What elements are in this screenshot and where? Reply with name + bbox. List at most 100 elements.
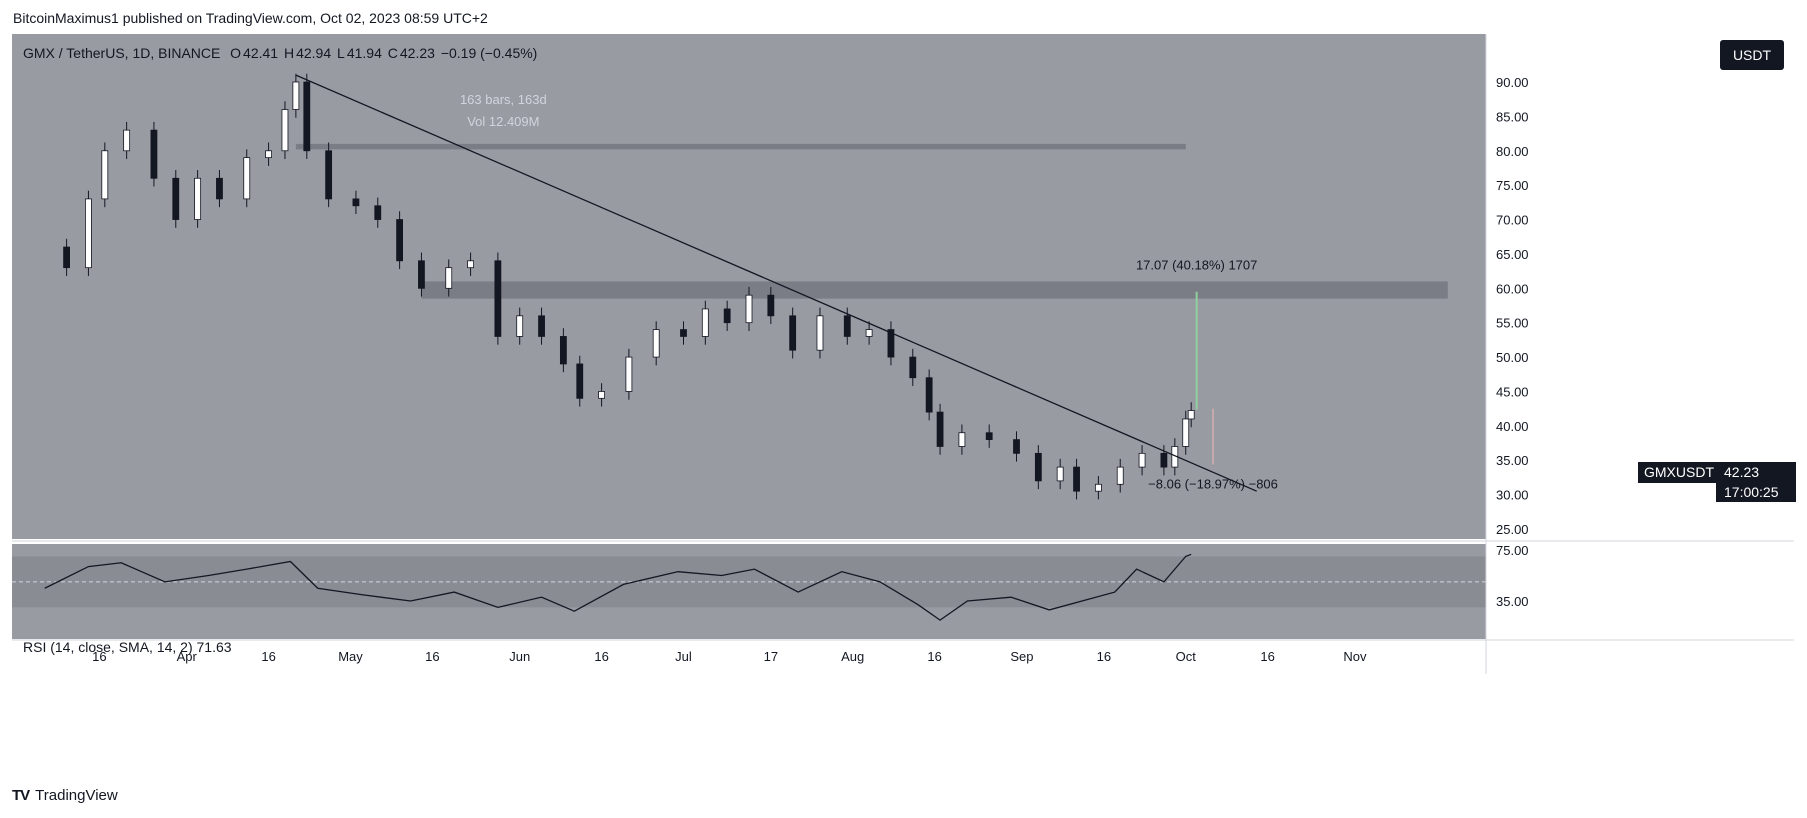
- candle: [767, 294, 775, 317]
- candle: [325, 150, 333, 200]
- legend-change: −0.19 (−0.45%): [440, 45, 538, 61]
- candle: [1116, 466, 1124, 485]
- gain-measure-label: 17.07 (40.18%) 1707: [1136, 258, 1257, 273]
- candle: [1056, 466, 1064, 482]
- candle: [723, 308, 731, 324]
- time-axis-label: Oct: [1176, 649, 1197, 664]
- candle: [701, 308, 709, 337]
- candle: [374, 205, 382, 220]
- legend-close-label: C: [387, 45, 398, 61]
- loss-measure-label: −8.06 (−18.97%) −806: [1148, 476, 1278, 491]
- candle: [1187, 410, 1195, 420]
- legend-symbol[interactable]: GMX / TetherUS, 1D, BINANCE: [23, 45, 221, 61]
- candle: [516, 315, 524, 337]
- measure-bars-label: 163 bars, 163d: [460, 92, 547, 107]
- legend-high-label: H: [283, 45, 295, 61]
- currency-button[interactable]: USDT: [1720, 40, 1784, 70]
- time-axis-label: 16: [1260, 649, 1274, 664]
- price-axis-label: 60.00: [1496, 281, 1529, 296]
- candle: [843, 315, 851, 337]
- candle: [745, 294, 753, 324]
- candle: [1182, 418, 1190, 447]
- legend-close-value: 42.23: [399, 45, 435, 61]
- candle: [1073, 466, 1080, 492]
- zone-0: [295, 143, 1186, 150]
- time-axis-label: 17: [764, 649, 778, 664]
- rsi-label: RSI (14, close, SMA, 14, 2): [23, 639, 193, 655]
- candle: [194, 177, 202, 220]
- candle: [418, 260, 425, 289]
- ticker-badge: GMXUSDT: [1638, 462, 1720, 483]
- tradingview-logo-icon: TV: [12, 787, 30, 804]
- candle: [985, 432, 993, 441]
- candle: [467, 260, 474, 269]
- time-axis-label: Apr: [177, 649, 198, 664]
- time-axis-label: Jun: [509, 649, 530, 664]
- rsi-line: [44, 553, 1192, 621]
- legend-low-value: 41.94: [346, 45, 382, 61]
- price-axis-label: 75.00: [1496, 178, 1529, 193]
- candle: [123, 129, 131, 152]
- descending-trendline: [295, 74, 1257, 492]
- candle: [789, 315, 797, 351]
- candle: [63, 246, 70, 269]
- candle: [150, 129, 158, 179]
- candle: [1094, 483, 1102, 492]
- publisher-line: BitcoinMaximus1 published on TradingView…: [13, 10, 488, 26]
- rsi-value: 71.63: [196, 639, 232, 655]
- zone-1: [421, 281, 1448, 299]
- candle: [396, 219, 404, 262]
- candle: [85, 198, 92, 269]
- time-axis-label: Nov: [1343, 649, 1367, 664]
- time-axis-label: 16: [594, 649, 608, 664]
- price-axis-label: 55.00: [1496, 316, 1529, 331]
- time-axis-label: 16: [927, 649, 941, 664]
- candle: [936, 411, 944, 447]
- candle: [494, 260, 502, 337]
- time-axis-label: Sep: [1010, 649, 1033, 664]
- candle: [352, 198, 360, 207]
- bar-countdown: 17:00:25: [1724, 484, 1779, 500]
- price-axis-label: 85.00: [1496, 109, 1529, 124]
- price-axis-label: 45.00: [1496, 384, 1529, 399]
- last-price-badge: 42.23 17:00:25: [1716, 462, 1796, 502]
- candle: [1160, 452, 1168, 468]
- time-axis-label: 16: [1097, 649, 1111, 664]
- candle: [281, 109, 289, 152]
- time-axis-label: 16: [261, 649, 275, 664]
- time-axis-label: 16: [92, 649, 106, 664]
- rsi-axis-label: 75.00: [1496, 543, 1529, 558]
- chart-frame: 163 bars, 163d Vol 12.409M 17.07 (40.18%) …: [12, 34, 1794, 773]
- candle: [303, 81, 311, 152]
- last-price: 42.23: [1724, 464, 1760, 480]
- rsi-legend[interactable]: RSI (14, close, SMA, 14, 2) 71.63: [23, 639, 232, 655]
- candle: [1013, 439, 1020, 454]
- price-axis-label: 50.00: [1496, 350, 1529, 365]
- rsi-axis-label: 35.00: [1496, 594, 1529, 609]
- price-chart[interactable]: 163 bars, 163d Vol 12.409M 17.07 (40.18%) …: [12, 34, 1794, 773]
- legend-high-value: 42.94: [296, 45, 332, 61]
- candle: [1138, 452, 1146, 468]
- candle: [216, 177, 223, 200]
- time-axis-label: May: [338, 649, 363, 664]
- candle: [559, 336, 567, 365]
- price-axis-label: 65.00: [1496, 247, 1529, 262]
- time-axis-label: 16: [425, 649, 439, 664]
- price-axis-label: 35.00: [1496, 453, 1529, 468]
- time-axis-label: Jul: [675, 649, 692, 664]
- candle: [1034, 452, 1042, 482]
- price-axis-label: 80.00: [1496, 144, 1529, 159]
- time-axis-label: Aug: [841, 649, 864, 664]
- price-axis-label: 30.00: [1496, 488, 1529, 503]
- price-axis-label: 70.00: [1496, 213, 1529, 228]
- candle: [925, 377, 933, 413]
- candle: [625, 356, 633, 392]
- candle: [816, 315, 824, 351]
- candle: [958, 432, 966, 447]
- tradingview-logo[interactable]: TV TradingView: [12, 787, 118, 804]
- candle: [598, 391, 605, 399]
- candle: [538, 315, 545, 337]
- candle: [243, 157, 251, 200]
- ohlc-legend: GMX / TetherUS, 1D, BINANCE O 42.41 H 42.9…: [23, 45, 539, 61]
- measure-vol-label: Vol 12.409M: [467, 114, 539, 129]
